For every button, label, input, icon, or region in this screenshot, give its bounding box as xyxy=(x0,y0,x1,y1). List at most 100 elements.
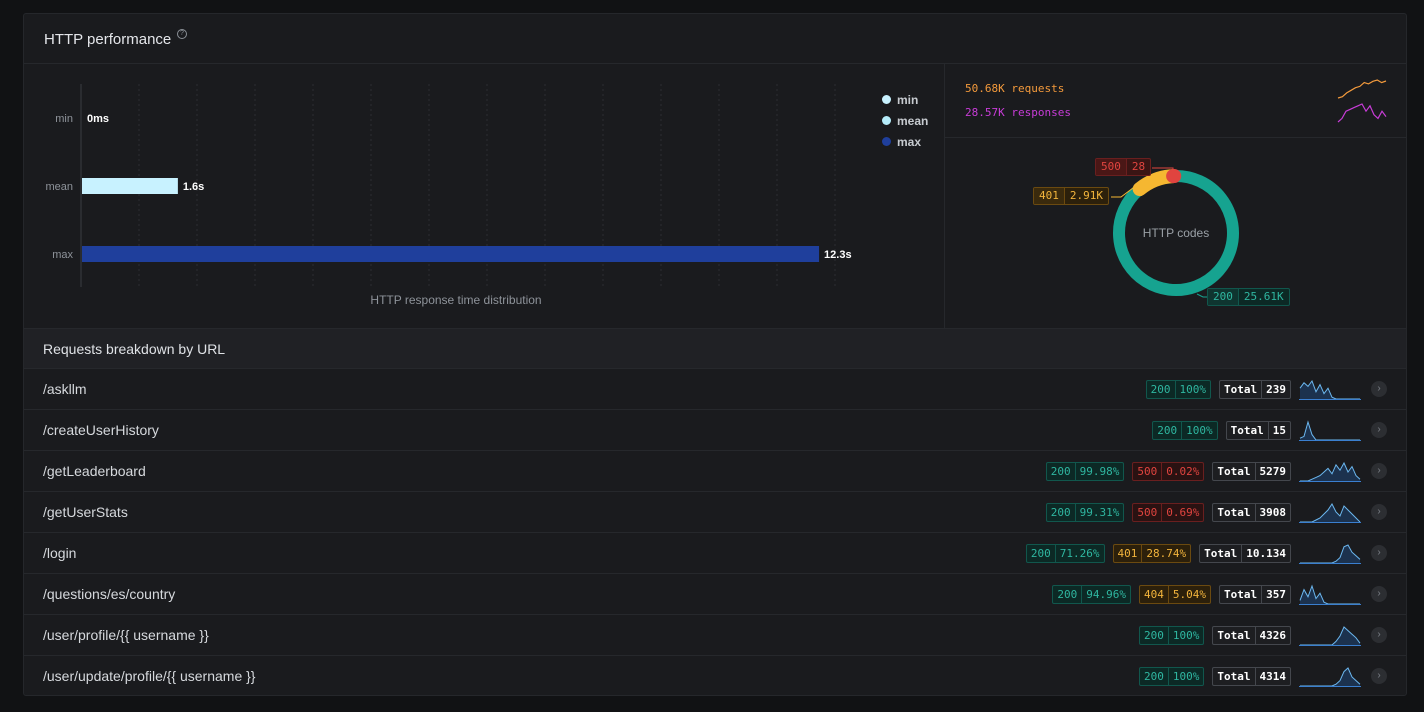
status-percent: 100% xyxy=(1172,628,1200,642)
y-tick-label: min xyxy=(55,113,73,125)
status-percent: 28.74% xyxy=(1146,546,1187,560)
sparkline-path xyxy=(1337,79,1387,99)
status-percent: 100% xyxy=(1172,669,1200,683)
donut-label-code: 500 xyxy=(1096,159,1127,175)
http-performance-panel: HTTP performance ? min 0ms mean 1.6s max 12.3… xyxy=(23,13,1407,696)
total-label: Total xyxy=(1213,503,1256,521)
url-breakdown-list: /askllm 200 100% Total 239 ›/createUserHistor… xyxy=(24,369,1406,695)
y-tick-label: max xyxy=(52,249,73,261)
status-code: 200 xyxy=(1153,421,1183,439)
status-chip-200: 200 99.98% xyxy=(1045,461,1125,481)
total-value: 239 xyxy=(1266,382,1286,396)
row-sparkline xyxy=(1299,379,1361,400)
status-percent: 99.98% xyxy=(1079,464,1120,478)
row-sparkline xyxy=(1299,584,1361,605)
requests-count: 50.68K requests xyxy=(965,82,1065,95)
row-url: /createUserHistory xyxy=(43,422,159,438)
row-sparkline xyxy=(1299,503,1361,523)
status-code: 404 xyxy=(1140,585,1169,603)
row-url: /getLeaderboard xyxy=(43,463,146,479)
table-row[interactable]: /askllm 200 100% Total 239 › xyxy=(24,369,1406,410)
table-row[interactable]: /user/update/profile/{{ username }} 200 10… xyxy=(24,656,1406,695)
bar-value-label: 1.6s xyxy=(183,181,204,193)
total-chip: Total 15 xyxy=(1225,420,1291,440)
sparkline-path xyxy=(1337,103,1387,123)
table-row[interactable]: /questions/es/country 200 94.96% 404 5.04% To… xyxy=(24,574,1406,615)
chevron-right-icon[interactable]: › xyxy=(1371,422,1387,438)
row-stats: 200 94.96% 404 5.04% Total 357 › xyxy=(1052,574,1387,614)
chevron-right-icon[interactable]: › xyxy=(1371,586,1387,602)
legend-swatch xyxy=(882,137,891,146)
traffic-summary: 50.68K requests 28.57K responses xyxy=(945,64,1406,138)
total-chip: Total 4326 xyxy=(1212,625,1291,645)
sparkline-area xyxy=(1300,586,1360,604)
status-percent: 71.26% xyxy=(1059,546,1100,560)
donut-segment-200[interactable] xyxy=(1113,170,1239,296)
total-label: Total xyxy=(1220,380,1263,398)
status-chip-200: 200 71.26% xyxy=(1025,543,1105,563)
chevron-right-icon[interactable]: › xyxy=(1371,381,1387,397)
row-sparkline xyxy=(1299,461,1361,482)
legend-label: min xyxy=(897,92,919,107)
sparkline-area xyxy=(1300,504,1360,522)
status-code: 200 xyxy=(1140,667,1169,685)
bar-max xyxy=(82,246,820,262)
status-chip-200: 200 100% xyxy=(1145,379,1211,399)
donut-label-500: 500 28 xyxy=(1095,158,1152,176)
status-percent: 0.69% xyxy=(1166,505,1200,519)
total-label: Total xyxy=(1213,462,1256,480)
table-row[interactable]: /createUserHistory 200 100% Total 15 › xyxy=(24,410,1406,451)
row-stats: 200 71.26% 401 28.74% Total 10.134 › xyxy=(1025,533,1387,573)
breakdown-header: Requests breakdown by URL xyxy=(24,328,1406,369)
chevron-right-icon[interactable]: › xyxy=(1371,668,1387,684)
row-sparkline xyxy=(1299,544,1361,564)
row-url: /getUserStats xyxy=(43,504,128,520)
leader-line-500 xyxy=(1152,167,1174,174)
sparkline-area xyxy=(1300,627,1360,645)
total-value: 5279 xyxy=(1259,464,1287,478)
status-code: 200 xyxy=(1147,380,1176,398)
table-row[interactable]: /getUserStats 200 99.31% 500 0.69% Total 3908 › xyxy=(24,492,1406,533)
table-row[interactable]: /getLeaderboard 200 99.98% 500 0.02% Total 527… xyxy=(24,451,1406,492)
donut-label-200: 200 25.61K xyxy=(1207,288,1290,306)
chart-legend: min mean max xyxy=(882,89,928,152)
status-code: 500 xyxy=(1133,462,1163,480)
chevron-right-icon[interactable]: › xyxy=(1371,627,1387,643)
donut-label-value: 2.91K xyxy=(1069,189,1103,202)
total-label: Total xyxy=(1220,585,1263,603)
chevron-right-icon[interactable]: › xyxy=(1371,463,1387,479)
legend-item-min[interactable]: min xyxy=(882,89,928,110)
status-chip-404: 404 5.04% xyxy=(1139,584,1211,604)
chevron-right-icon[interactable]: › xyxy=(1371,504,1387,520)
sparkline-area xyxy=(1300,668,1360,686)
table-row[interactable]: /user/profile/{{ username }} 200 100% Total… xyxy=(24,615,1406,656)
total-label: Total xyxy=(1227,421,1269,439)
status-percent: 5.04% xyxy=(1172,587,1206,601)
total-value: 4314 xyxy=(1259,669,1287,683)
total-value: 357 xyxy=(1266,587,1286,601)
legend-swatch xyxy=(882,95,891,104)
legend-item-mean[interactable]: mean xyxy=(882,110,928,131)
legend-item-max[interactable]: max xyxy=(882,131,928,152)
help-circle-icon[interactable]: ? xyxy=(177,29,187,39)
total-label: Total xyxy=(1213,667,1256,685)
leader-line-401 xyxy=(1111,181,1142,198)
sparkline-area xyxy=(1300,381,1360,399)
sparkline-area xyxy=(1300,422,1360,440)
row-sparkline xyxy=(1299,420,1361,441)
donut-title: HTTP codes xyxy=(1143,226,1209,240)
legend-label: max xyxy=(897,134,922,149)
row-url: /user/update/profile/{{ username }} xyxy=(43,668,256,684)
row-sparkline xyxy=(1299,667,1361,687)
status-code: 200 xyxy=(1047,462,1076,480)
total-label: Total xyxy=(1200,544,1243,562)
total-chip: Total 357 xyxy=(1219,584,1291,604)
status-chip-401: 401 28.74% xyxy=(1112,543,1192,563)
bar-mean xyxy=(82,178,178,194)
status-percent: 100% xyxy=(1186,423,1213,437)
table-row[interactable]: /login 200 71.26% 401 28.74% Total 10.134 › xyxy=(24,533,1406,574)
breakdown-title: Requests breakdown by URL xyxy=(43,341,226,357)
panel-divider xyxy=(944,64,945,328)
row-stats: 200 99.98% 500 0.02% Total 5279 › xyxy=(1045,451,1387,491)
chevron-right-icon[interactable]: › xyxy=(1371,545,1387,561)
